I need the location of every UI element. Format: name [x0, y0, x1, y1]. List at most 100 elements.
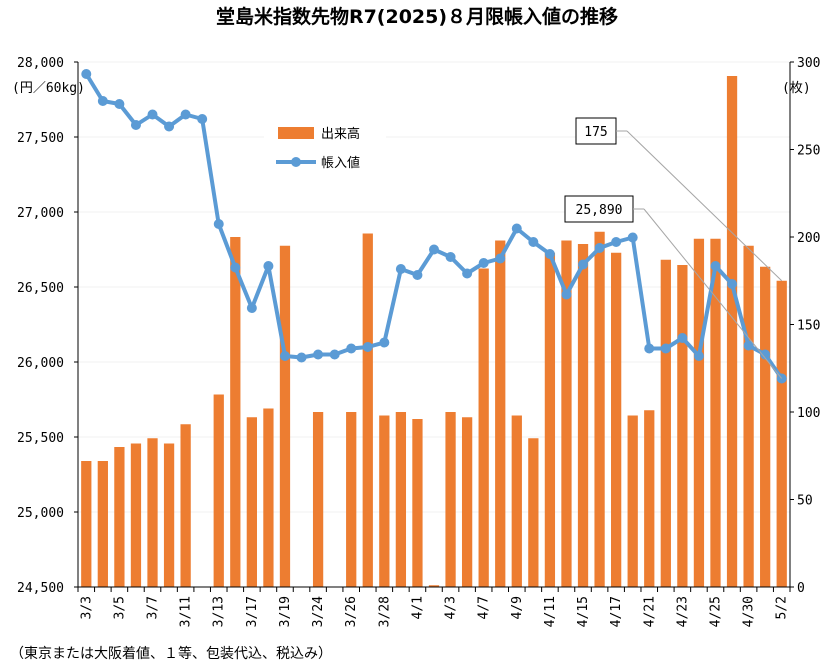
- bar-5/1: [760, 266, 771, 587]
- line-point-3/25: [329, 349, 340, 360]
- bar-4/14: [561, 240, 572, 587]
- x-tick-label: 3/7: [146, 596, 161, 619]
- bar-3/14: [230, 237, 241, 587]
- bar-4/15: [577, 244, 589, 587]
- line-point-3/19: [279, 351, 290, 361]
- line-point-3/26: [346, 343, 357, 354]
- legend-line-label: 帳入値: [321, 155, 360, 171]
- line-point-3/14: [230, 262, 241, 273]
- line-point-4/30: [743, 340, 754, 351]
- x-tick-label: 3/19: [278, 596, 293, 627]
- x-tick-label: 3/13: [212, 596, 227, 627]
- line-point-4/10: [528, 237, 539, 247]
- right-axis-ticks: 0 50 100 150 200 250 300: [790, 56, 820, 596]
- line-point-4/17: [611, 237, 622, 247]
- x-tick-label: 4/11: [543, 596, 558, 627]
- bar-4/4: [461, 417, 473, 587]
- bar-3/31: [395, 412, 407, 587]
- bar-4/30: [743, 245, 754, 587]
- bar-3/6: [130, 443, 142, 587]
- x-tick-label: 3/28: [377, 596, 392, 627]
- right-tick-label: 200: [797, 231, 820, 246]
- bar-3/7: [147, 438, 158, 587]
- x-tick-label: 4/15: [576, 596, 591, 627]
- line-point-4/15: [578, 259, 589, 270]
- callout-volume-label: 175: [584, 125, 607, 140]
- line-point-3/12: [197, 114, 208, 124]
- right-tick-label: 300: [797, 56, 820, 71]
- left-tick-label: 26,000: [17, 356, 64, 371]
- line-point-4/18: [627, 232, 638, 243]
- left-axis-ticks: 24,500 25,000 25,500 26,000 26,500 27,000 27,5…: [17, 56, 78, 596]
- callout-volume-leader-diag: [626, 130, 783, 282]
- line-point-4/22: [660, 343, 671, 354]
- line-point-3/4: [97, 96, 108, 106]
- bar-4/16: [594, 231, 605, 587]
- bar-3/3: [81, 461, 92, 587]
- line-point-4/23: [677, 333, 688, 343]
- bar-4/22: [660, 259, 671, 587]
- left-tick-label: 25,500: [17, 431, 64, 446]
- legend-line-marker: [291, 157, 301, 167]
- right-tick-label: 250: [797, 144, 820, 159]
- line-point-3/5: [114, 99, 125, 109]
- x-tick-label: 5/2: [775, 596, 790, 619]
- line-point-5/1: [760, 349, 771, 360]
- chart-title: 堂島米指数先物R7(2025)８月限帳入値の推移: [216, 5, 618, 28]
- x-tick-label: 3/17: [245, 596, 260, 627]
- line-point-3/3: [81, 69, 92, 79]
- right-tick-label: 100: [797, 406, 820, 421]
- x-tick-label: 4/17: [609, 596, 624, 627]
- left-tick-label: 27,500: [17, 131, 64, 146]
- right-tick-label: 0: [797, 581, 805, 596]
- bar-4/10: [528, 438, 539, 587]
- bar-3/13: [213, 394, 224, 587]
- bar-5/2: [776, 280, 787, 587]
- x-tick-label: 4/21: [642, 596, 657, 627]
- line-point-4/3: [445, 252, 456, 262]
- line-point-4/25: [710, 261, 721, 271]
- left-tick-label: 25,000: [17, 506, 64, 521]
- callout-price-label: 25,890: [576, 203, 623, 218]
- bar-3/10: [163, 443, 175, 587]
- legend-bar-swatch: [278, 127, 314, 139]
- bar-3/5: [114, 447, 125, 587]
- x-tick-label: 4/7: [477, 596, 492, 619]
- left-tick-label: 24,500: [17, 581, 64, 596]
- bar-3/17: [246, 417, 257, 587]
- legend: 出来高 帳入値: [264, 118, 386, 179]
- bar-3/11: [180, 424, 191, 587]
- bar-4/11: [544, 252, 556, 587]
- line-point-4/4: [462, 268, 473, 279]
- line-point-3/24: [313, 349, 324, 360]
- right-tick-label: 150: [797, 319, 820, 334]
- x-tick-label: 3/24: [311, 596, 326, 627]
- bar-3/4: [97, 461, 108, 587]
- bar-4/7: [478, 268, 489, 587]
- line-point-4/16: [594, 243, 605, 253]
- line-point-3/17: [246, 303, 257, 313]
- line-point-3/10: [164, 121, 175, 132]
- bar-3/18: [263, 408, 274, 587]
- footnote: （東京または大阪着値、１等、包装代込、税込み）: [10, 645, 332, 662]
- line-point-3/11: [180, 109, 191, 120]
- x-tick-label: 4/1: [410, 596, 425, 619]
- left-tick-label: 28,000: [17, 56, 64, 71]
- x-tick-label: 4/3: [444, 596, 459, 619]
- bar-series: [81, 76, 787, 587]
- bar-4/25: [710, 238, 721, 587]
- x-tick-label: 3/11: [179, 596, 194, 627]
- bar-3/27: [362, 233, 373, 587]
- bar-4/8: [495, 240, 506, 587]
- right-axis-unit: (枚): [782, 81, 811, 96]
- legend-bar-label: 出来高: [321, 126, 360, 142]
- line-point-4/14: [561, 289, 572, 300]
- right-tick-label: 50: [797, 494, 813, 509]
- bar-4/17: [611, 252, 622, 587]
- bar-3/26: [346, 412, 357, 587]
- bar-3/28: [379, 415, 390, 587]
- bar-4/1: [412, 419, 423, 587]
- line-point-4/9: [511, 223, 522, 234]
